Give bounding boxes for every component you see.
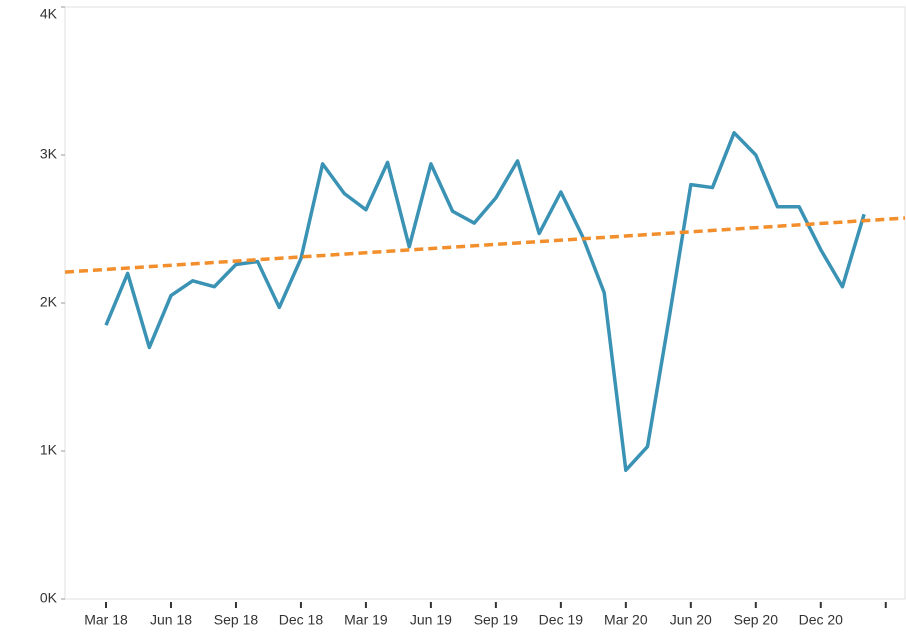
- x-tick-label: Sep 20: [734, 612, 779, 628]
- y-tick-label: 1K: [40, 442, 58, 458]
- data-line: [104, 131, 866, 472]
- trend-line: [64, 216, 906, 274]
- x-tick-label: Jun 18: [150, 612, 192, 628]
- y-tick-label: 2K: [40, 294, 58, 310]
- x-tick-label: Jun 20: [670, 612, 712, 628]
- x-tick-label: Dec 20: [799, 612, 844, 628]
- x-tick-label: Mar 19: [344, 612, 388, 628]
- x-tick-label: Sep 19: [474, 612, 519, 628]
- x-tick-label: Dec 19: [539, 612, 584, 628]
- plot-frame: [64, 6, 906, 600]
- x-tick-label: Sep 18: [214, 612, 259, 628]
- x-tick-label: Mar 20: [604, 612, 648, 628]
- y-tick-label: 0K: [40, 590, 58, 606]
- y-tick-label: 3K: [40, 146, 58, 162]
- y-tick-label: 4K: [40, 6, 58, 22]
- x-tick-label: Mar 18: [84, 612, 128, 628]
- x-tick-label: Dec 18: [279, 612, 324, 628]
- x-tick-label: Jun 19: [410, 612, 452, 628]
